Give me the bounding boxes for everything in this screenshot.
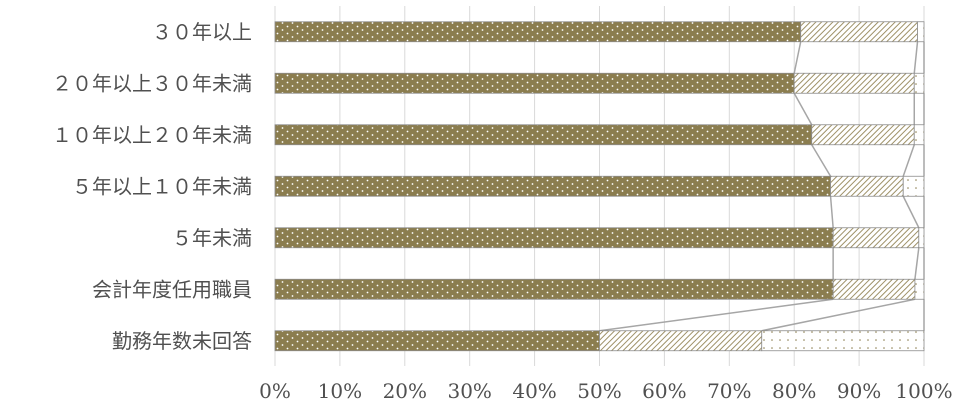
bar-segment-3 — [918, 227, 925, 249]
bar-segment-1 — [274, 175, 831, 197]
bar-segment-1 — [274, 227, 834, 249]
bar-segment-2 — [830, 175, 904, 197]
bar-segment-2 — [832, 227, 920, 249]
bars — [274, 21, 925, 352]
bar-segment-1 — [274, 21, 802, 43]
bar-segment-2 — [793, 72, 915, 94]
x-tick-labels: 0% 10% 20% 30% 40% 50% 60% 70% 80% 90% 100% — [259, 379, 952, 403]
bar-segment-3 — [902, 175, 925, 197]
bar-segment-3 — [913, 124, 925, 146]
x-tick-label: 70% — [707, 379, 751, 403]
bar-segment-3 — [761, 330, 925, 352]
bar-segment-3 — [917, 21, 925, 43]
bar-segment-1 — [274, 124, 813, 146]
bar-segment-1 — [274, 278, 834, 300]
x-tick-label: 100% — [895, 379, 952, 403]
series-line — [793, 92, 813, 126]
category-label: ３０年以上 — [152, 20, 252, 44]
bar-segment-3 — [914, 278, 925, 300]
series-line — [902, 144, 915, 177]
category-label: ２０年以上３０年未満 — [52, 71, 252, 95]
bar-segment-2 — [599, 330, 763, 352]
x-tick-label: 10% — [318, 379, 362, 403]
x-tick-label: 90% — [837, 379, 881, 403]
series-line — [902, 195, 920, 229]
series-lines — [599, 41, 925, 332]
category-label: ５年未満 — [172, 226, 252, 250]
series-line — [761, 298, 916, 332]
category-label: 会計年度任用職員 — [92, 277, 252, 301]
x-tick-label: 60% — [642, 379, 686, 403]
category-label: １０年以上２０年未満 — [52, 123, 252, 147]
series-line — [914, 247, 920, 280]
x-tick-label: 40% — [512, 379, 556, 403]
bar-segment-1 — [274, 72, 795, 94]
category-label: 勤務年数未回答 — [112, 329, 252, 353]
x-tick-label: 0% — [259, 379, 291, 403]
series-line — [793, 41, 802, 74]
bar-segment-1 — [274, 330, 600, 352]
series-line — [913, 41, 919, 74]
series-line — [811, 144, 832, 177]
bar-segment-2 — [800, 21, 918, 43]
x-tick-label: 50% — [577, 379, 621, 403]
series-line — [599, 298, 834, 332]
category-label: ５年以上１０年未満 — [72, 174, 252, 198]
series-line — [829, 196, 834, 228]
x-tick-label: 30% — [447, 379, 491, 403]
x-tick-label: 20% — [383, 379, 427, 403]
x-tick-label: 80% — [772, 379, 816, 403]
category-labels: ３０年以上 ２０年以上３０年未満 １０年以上２０年未満 ５年以上１０年未満 ５年未満会計… — [52, 20, 252, 353]
bar-segment-3 — [913, 72, 925, 94]
bar-segment-2 — [811, 124, 915, 146]
bar-segment-2 — [832, 278, 916, 300]
